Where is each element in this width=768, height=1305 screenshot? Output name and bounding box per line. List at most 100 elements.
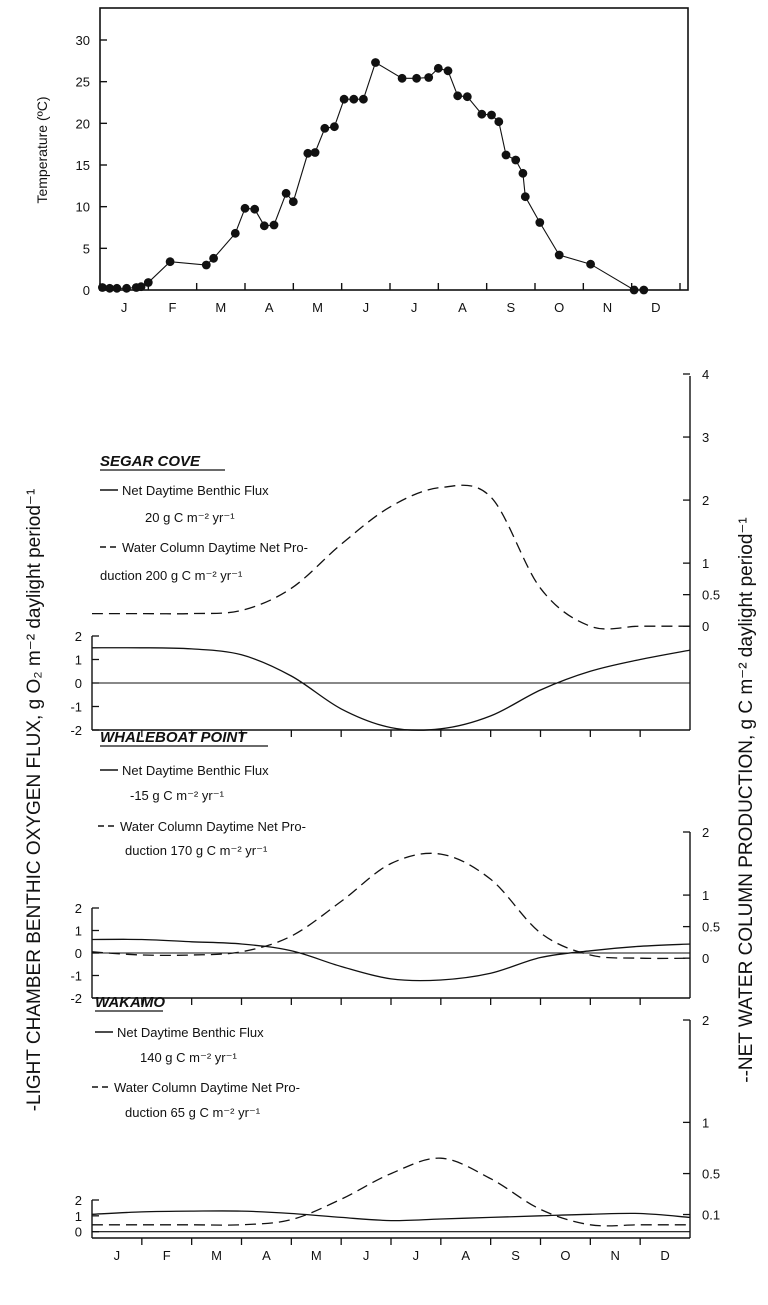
whaleboat-point-benthic-flux-line (91, 938, 691, 982)
whaleboat-point-right-tick-label: 0.5 (702, 920, 720, 935)
wakamo-left-tick-label: 2 (75, 1193, 82, 1208)
wakamo-right-tick-label: 0.1 (702, 1208, 720, 1223)
temperature-point (371, 58, 380, 67)
temperature-y-tick-label: 5 (83, 241, 90, 256)
whaleboat-point-left-tick-label: 0 (75, 946, 82, 961)
whaleboat-point-left-tick-label: 1 (75, 924, 82, 939)
temperature-point (209, 253, 219, 263)
whaleboat-point-panel: WHALEBOAT POINT Net Daytime Benthic Flux… (98, 729, 306, 858)
wakamo-month-label: J (413, 1248, 420, 1263)
segar-cove-title: SEGAR COVE (100, 453, 201, 470)
temperature-month-label: J (121, 300, 128, 315)
segar-cove-left-tick-label: 1 (75, 653, 82, 668)
temperature-point (487, 110, 496, 120)
temperature-point (443, 66, 453, 76)
temperature-point (339, 94, 349, 104)
wakamo-month-label: D (660, 1248, 669, 1263)
temperature-y-tick-label: 15 (76, 158, 90, 173)
temperature-point (359, 94, 368, 104)
whaleboat-point-legend-dashed: Water Column Daytime Net Pro- (120, 819, 306, 834)
temperature-point (397, 73, 407, 83)
segar-cove-left-tick-label: 2 (75, 629, 82, 644)
temperature-point (462, 92, 472, 102)
segar-cove-right-tick-label: 4 (702, 367, 709, 382)
wakamo-title: WAKAMO (95, 994, 165, 1011)
temperature-point (136, 282, 146, 292)
temperature-point (629, 285, 639, 295)
temperature-point (201, 260, 211, 270)
temperature-point (269, 220, 279, 230)
segar-cove-right-tick-label: 2 (702, 493, 709, 508)
temperature-point (494, 117, 504, 127)
segar-cove-benthic-flux-line (91, 647, 691, 731)
temperature-plot-frame (99, 7, 689, 291)
temperature-y-tick-label: 30 (76, 33, 90, 48)
wakamo-month-label: N (611, 1248, 620, 1263)
temperature-point (511, 155, 521, 165)
segar-cove-legend-dashed-value: duction 200 g C m⁻² yr⁻¹ (100, 568, 243, 583)
wakamo-production-line (92, 1157, 691, 1227)
temperature-point (349, 94, 359, 104)
wakamo-right-tick-label: 0.5 (702, 1167, 720, 1182)
temperature-month-label: M (215, 300, 226, 315)
temperature-y-tick-label: 10 (76, 200, 90, 215)
left-axis-label: -LIGHT CHAMBER BENTHIC OXYGEN FLUX, g O₂… (24, 489, 45, 1112)
temperature-month-label: S (506, 300, 515, 315)
temperature-point (554, 250, 564, 260)
temperature-point (230, 228, 240, 238)
whaleboat-point-title: WHALEBOAT POINT (100, 729, 248, 746)
temperature-y-tick-label: 25 (76, 75, 90, 90)
wakamo-benthic-flux-line (91, 1210, 691, 1222)
temperature-point (240, 203, 250, 213)
temperature-point (259, 221, 269, 231)
whaleboat-point-right-tick-label: 0 (702, 951, 709, 966)
temperature-y-ticks: 0 5 10 15 20 25 30 (76, 33, 107, 298)
segar-cove-plot: 2 1 0 -1 -2 4 3 2 1 0.5 0 (70, 367, 720, 738)
temperature-point (535, 218, 545, 227)
whaleboat-point-legend-dashed-value: duction 170 g C m⁻² yr⁻¹ (125, 843, 268, 858)
temperature-point (520, 192, 530, 202)
temperature-y-tick-label: 0 (83, 283, 90, 298)
temperature-month-label: J (363, 300, 370, 315)
segar-cove-left-tick-label: -2 (70, 723, 82, 738)
wakamo-legend-dashed: Water Column Daytime Net Pro- (114, 1080, 300, 1095)
temperature-point (433, 63, 443, 73)
segar-cove-left-tick-label: 0 (75, 676, 82, 691)
temperature-point (281, 188, 291, 198)
temperature-point (424, 73, 434, 82)
wakamo-right-tick-label: 1 (702, 1115, 709, 1130)
temperature-point (586, 259, 595, 269)
segar-cove-left-tick-label: -1 (70, 700, 82, 715)
temperature-point (477, 109, 487, 119)
wakamo-month-label: M (211, 1248, 222, 1263)
temperature-y-axis-label: Temperature (ºC) (34, 96, 50, 203)
temperature-point (639, 285, 649, 295)
whaleboat-point-legend-solid-value: -15 g C m⁻² yr⁻¹ (130, 788, 225, 803)
wakamo-month-label: F (163, 1248, 171, 1263)
whaleboat-point-legend-solid: Net Daytime Benthic Flux (122, 763, 269, 778)
segar-cove-legend-solid-value: 20 g C m⁻² yr⁻¹ (145, 510, 235, 525)
segar-cove-legend-dashed: Water Column Daytime Net Pro- (122, 540, 308, 555)
wakamo-month-label: M (311, 1248, 322, 1263)
temperature-month-label: F (169, 300, 177, 315)
temperature-point (320, 123, 330, 133)
wakamo-month-label: A (262, 1248, 271, 1263)
temperature-series (98, 58, 649, 295)
temperature-month-label: D (651, 300, 660, 315)
temperature-month-label: J (411, 300, 418, 315)
temperature-month-label: M (312, 300, 323, 315)
temperature-chart: Temperature (ºC) 0 5 10 15 20 25 30 J F M A M J J A S O… (34, 7, 689, 315)
temperature-point (412, 73, 421, 83)
temperature-month-label: A (458, 300, 467, 315)
temperature-point (310, 148, 320, 157)
right-axis-label: --NET WATER COLUMN PRODUCTION, g C m⁻² d… (736, 517, 757, 1083)
temperature-point (105, 283, 115, 293)
whaleboat-point-left-tick-label: -1 (70, 969, 82, 984)
temperature-point (518, 168, 528, 178)
segar-cove-production-line (92, 484, 690, 630)
temperature-y-tick-label: 20 (76, 116, 90, 131)
wakamo-month-label: J (114, 1248, 121, 1263)
temperature-point (303, 148, 313, 158)
